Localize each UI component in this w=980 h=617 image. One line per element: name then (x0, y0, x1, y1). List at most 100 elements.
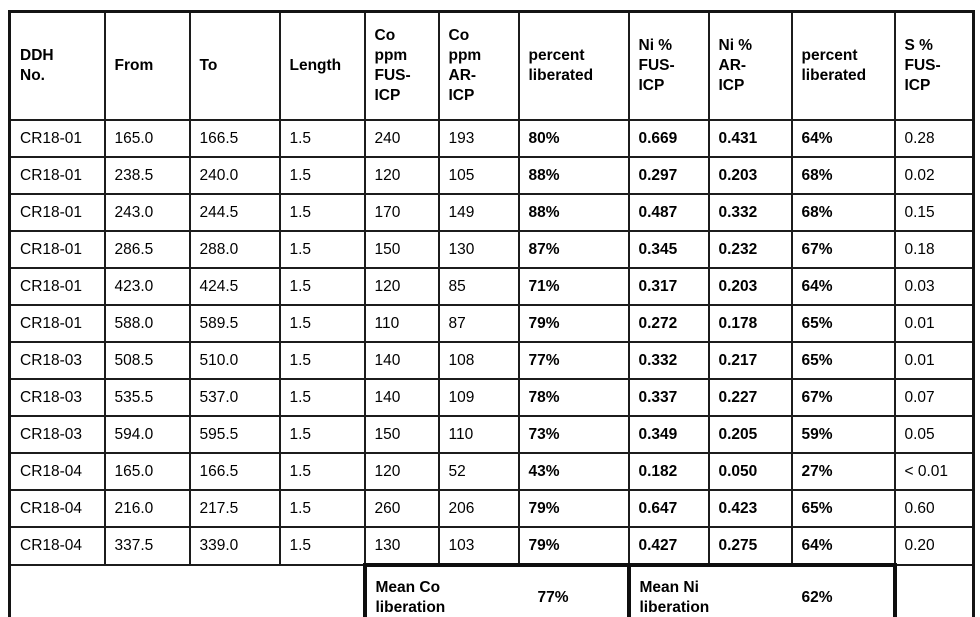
cell-to: 217.5 (188, 489, 281, 528)
cell-length: 1.5 (278, 267, 366, 306)
cell-ni_fus: 0.297 (627, 156, 710, 195)
cell-co_ar: 109 (437, 378, 520, 417)
cell-ddh: CR18-01 (8, 156, 106, 195)
cell-co_fus: 120 (363, 156, 440, 195)
cell-co_lib: 77% (517, 341, 630, 380)
cell-length: 1.5 (278, 230, 366, 269)
table-row: CR18-01 588.0 589.5 1.5 110 87 79% 0.272 0.178 65… (8, 304, 975, 343)
cell-s_fus: 0.02 (893, 156, 975, 195)
cell-ni_fus: 0.182 (627, 452, 710, 491)
cell-ddh: CR18-03 (8, 378, 106, 417)
cell-co_ar: 105 (437, 156, 520, 195)
cell-co_ar: 149 (437, 193, 520, 232)
cell-s_fus: 0.01 (893, 341, 975, 380)
cell-ddh: CR18-01 (8, 267, 106, 306)
cell-ddh: CR18-04 (8, 526, 106, 566)
cell-co_lib: 79% (517, 489, 630, 528)
column-header-ddh-no: DDH No. (8, 10, 106, 121)
cell-ni_fus: 0.349 (627, 415, 710, 454)
cell-ni_ar: 0.423 (707, 489, 793, 528)
mean-co-value: 77% (537, 589, 569, 606)
cell-length: 1.5 (278, 304, 366, 343)
cell-ni_lib: 67% (790, 378, 896, 417)
cell-ni_ar: 0.232 (707, 230, 793, 269)
header-row: DDH No. From To Length Co ppm FUS- ICP C… (8, 10, 975, 121)
cell-s_fus: 0.15 (893, 193, 975, 232)
cell-length: 1.5 (278, 119, 366, 158)
cell-co_lib: 43% (517, 452, 630, 491)
cell-co_ar: 85 (437, 267, 520, 306)
cell-ni_lib: 64% (790, 526, 896, 566)
table-row: CR18-01 238.5 240.0 1.5 120 105 88% 0.297 0.203 6… (8, 156, 975, 195)
cell-from: 165.0 (103, 452, 191, 491)
cell-co_lib: 79% (517, 526, 630, 566)
mean-ni-label: Mean Ni liberation (639, 578, 710, 616)
cell-s_fus: 0.03 (893, 267, 975, 306)
cell-co_fus: 260 (363, 489, 440, 528)
cell-co_lib: 88% (517, 156, 630, 195)
cell-ni_lib: 64% (790, 267, 896, 306)
cell-ni_lib: 65% (790, 341, 896, 380)
table-row: CR18-04 216.0 217.5 1.5 260 206 79% 0.647 0.423 6… (8, 489, 975, 528)
table-row: CR18-01 243.0 244.5 1.5 170 149 88% 0.487 0.332 6… (8, 193, 975, 232)
cell-ddh: CR18-04 (8, 489, 106, 528)
cell-length: 1.5 (278, 452, 366, 491)
cell-ni_ar: 0.217 (707, 341, 793, 380)
cell-ni_lib: 27% (790, 452, 896, 491)
cell-from: 594.0 (103, 415, 191, 454)
cell-ddh: CR18-03 (8, 341, 106, 380)
cell-s_fus: 0.07 (893, 378, 975, 417)
cell-co_ar: 108 (437, 341, 520, 380)
summary-blank-left (9, 565, 365, 617)
cell-s_fus: 0.60 (893, 489, 975, 528)
table-row: CR18-03 594.0 595.5 1.5 150 110 73% 0.349 0.205 5… (8, 415, 975, 454)
cell-length: 1.5 (278, 378, 366, 417)
cell-ddh: CR18-01 (8, 193, 106, 232)
cell-co_ar: 193 (437, 119, 520, 158)
table-row: CR18-03 535.5 537.0 1.5 140 109 78% 0.337 0.227 6… (8, 378, 975, 417)
column-header-from: From (103, 10, 191, 121)
cell-to: 589.5 (188, 304, 281, 343)
cell-to: 510.0 (188, 341, 281, 380)
cell-ni_ar: 0.050 (707, 452, 793, 491)
cell-ni_lib: 59% (790, 415, 896, 454)
cell-to: 537.0 (188, 378, 281, 417)
mean-co-summary-box: Mean Co liberation 77% (362, 563, 631, 617)
cell-co_fus: 120 (363, 452, 440, 491)
summary-row: Mean Co liberation 77% Mean Ni liberatio… (9, 563, 974, 617)
table-row: CR18-04 165.0 166.5 1.5 120 52 43% 0.182 0.050 27… (8, 452, 975, 491)
table-row: CR18-04 337.5 339.0 1.5 130 103 79% 0.427 0.275 6… (8, 526, 975, 566)
cell-co_ar: 130 (437, 230, 520, 269)
cell-ni_lib: 65% (790, 304, 896, 343)
cell-from: 238.5 (103, 156, 191, 195)
cell-from: 337.5 (103, 526, 191, 566)
cell-ddh: CR18-01 (8, 230, 106, 269)
cell-ni_fus: 0.332 (627, 341, 710, 380)
cell-ni_fus: 0.337 (627, 378, 710, 417)
cell-ni_ar: 0.203 (707, 267, 793, 306)
mean-co-label: Mean Co liberation (375, 578, 446, 616)
cell-ni_ar: 0.431 (707, 119, 793, 158)
cell-ni_lib: 65% (790, 489, 896, 528)
cell-co_fus: 150 (363, 230, 440, 269)
cell-ddh: CR18-04 (8, 452, 106, 491)
cell-co_ar: 52 (437, 452, 520, 491)
table-row: CR18-03 508.5 510.0 1.5 140 108 77% 0.332 0.217 6… (8, 341, 975, 380)
cell-from: 535.5 (103, 378, 191, 417)
cell-from: 243.0 (103, 193, 191, 232)
cell-to: 339.0 (188, 526, 281, 566)
cell-ddh: CR18-03 (8, 415, 106, 454)
cell-from: 286.5 (103, 230, 191, 269)
table-summary-row: Mean Co liberation 77% Mean Ni liberatio… (9, 563, 974, 617)
cell-co_lib: 78% (517, 378, 630, 417)
cell-co_lib: 87% (517, 230, 630, 269)
cell-s_fus: 0.20 (893, 526, 975, 566)
cell-length: 1.5 (278, 489, 366, 528)
cell-ni_ar: 0.203 (707, 156, 793, 195)
cell-co_fus: 120 (363, 267, 440, 306)
column-header-to: To (188, 10, 281, 121)
table-header: DDH No. From To Length Co ppm FUS- ICP C… (8, 10, 975, 121)
cell-to: 166.5 (188, 119, 281, 158)
mean-ni-inner: Mean Ni liberation 62% (633, 569, 891, 617)
